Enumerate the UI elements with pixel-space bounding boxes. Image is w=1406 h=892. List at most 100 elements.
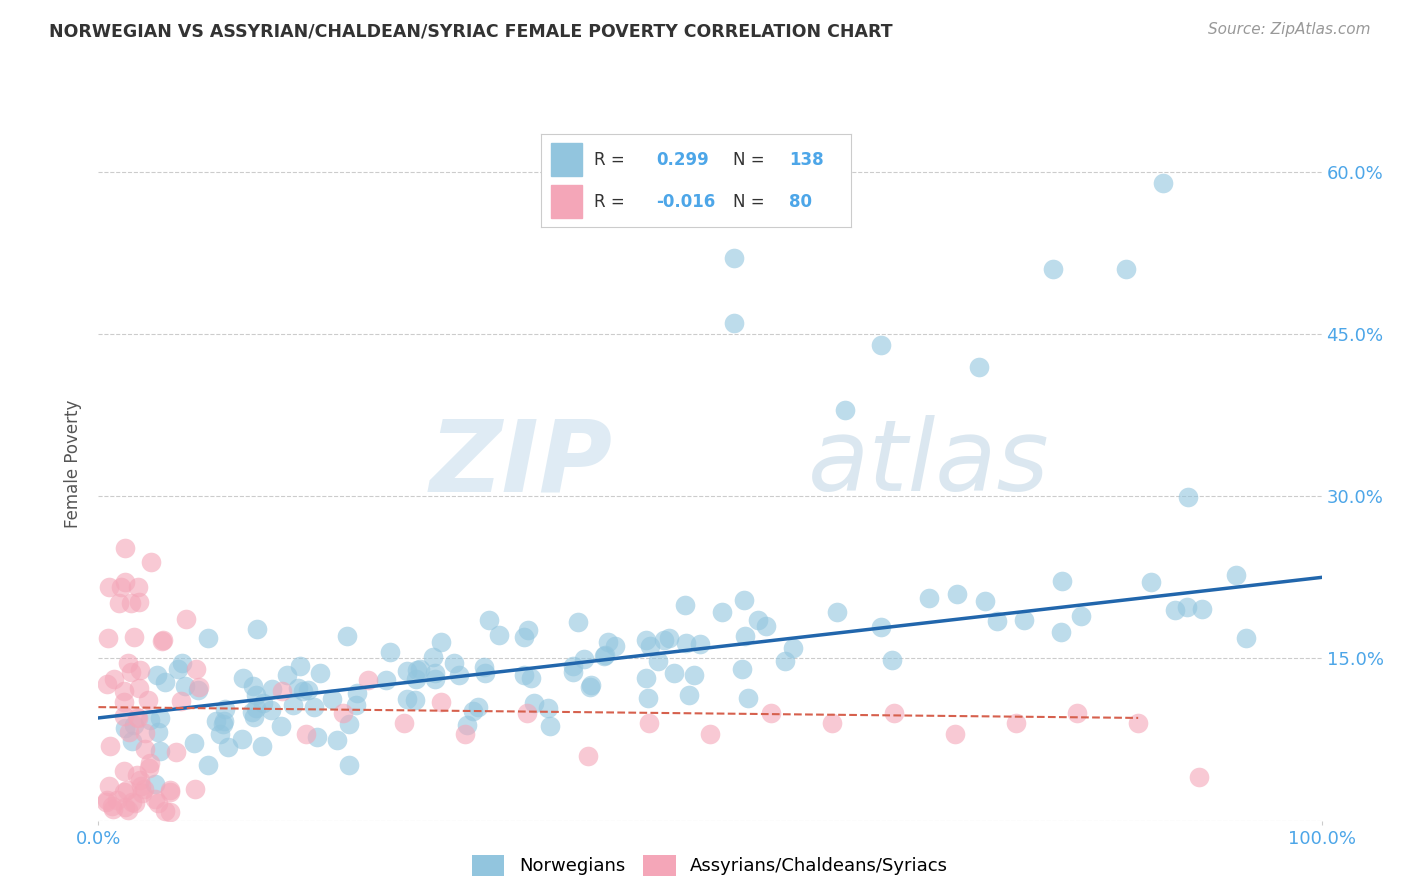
- Point: [396, 692, 419, 706]
- Point: [456, 718, 478, 732]
- Point: [1004, 716, 1026, 731]
- Point: [344, 698, 367, 713]
- Point: [173, 679, 195, 693]
- Point: [761, 706, 783, 720]
- Point: [270, 684, 294, 698]
- Point: [110, 580, 132, 594]
- Point: [605, 639, 627, 653]
- Point: [212, 714, 235, 728]
- Point: [183, 781, 205, 796]
- Y-axis label: Female Poverty: Female Poverty: [65, 400, 83, 528]
- Point: [336, 629, 359, 643]
- Point: [1191, 601, 1213, 615]
- Point: [138, 761, 160, 775]
- Point: [174, 612, 197, 626]
- Point: [723, 252, 745, 266]
- Point: [325, 733, 347, 747]
- Point: [449, 667, 471, 681]
- Point: [638, 716, 661, 731]
- Point: [1188, 771, 1211, 785]
- Text: R =: R =: [593, 193, 624, 211]
- Point: [664, 666, 686, 681]
- Text: 0.299: 0.299: [655, 151, 709, 169]
- Point: [834, 402, 856, 417]
- Point: [187, 683, 209, 698]
- Point: [1225, 567, 1247, 582]
- Point: [120, 665, 142, 679]
- Point: [918, 591, 941, 605]
- Point: [112, 708, 135, 723]
- Point: [128, 595, 150, 609]
- Point: [673, 598, 696, 612]
- Point: [1164, 602, 1187, 616]
- Point: [131, 786, 153, 800]
- Point: [423, 672, 446, 686]
- Point: [117, 725, 139, 739]
- Point: [205, 714, 228, 728]
- Point: [117, 657, 139, 671]
- Point: [292, 683, 315, 698]
- Point: [127, 711, 149, 725]
- Point: [276, 668, 298, 682]
- Point: [454, 727, 477, 741]
- Point: [1012, 613, 1035, 627]
- Point: [107, 596, 129, 610]
- Point: [675, 636, 697, 650]
- Bar: [551, 186, 582, 219]
- Point: [128, 663, 150, 677]
- Point: [134, 726, 156, 740]
- Point: [652, 632, 675, 647]
- Point: [463, 705, 485, 719]
- Point: [297, 683, 319, 698]
- Point: [159, 785, 181, 799]
- Point: [139, 714, 162, 728]
- Point: [288, 659, 311, 673]
- Point: [114, 721, 136, 735]
- Text: 138: 138: [789, 151, 824, 169]
- Point: [209, 726, 232, 740]
- Point: [124, 796, 146, 810]
- Point: [474, 660, 496, 674]
- Point: [561, 659, 583, 673]
- Point: [430, 634, 453, 648]
- Point: [520, 671, 543, 685]
- Point: [946, 587, 969, 601]
- Point: [187, 680, 209, 694]
- Point: [240, 705, 263, 719]
- Point: [105, 793, 128, 807]
- Point: [149, 710, 172, 724]
- Point: [114, 541, 136, 556]
- Point: [122, 718, 145, 732]
- Point: [1175, 599, 1198, 614]
- Point: [96, 677, 118, 691]
- Point: [103, 672, 125, 686]
- Point: [870, 338, 893, 352]
- Point: [132, 782, 155, 797]
- Point: [165, 746, 187, 760]
- Point: [246, 622, 269, 636]
- Text: NORWEGIAN VS ASSYRIAN/CHALDEAN/SYRIAC FEMALE POVERTY CORRELATION CHART: NORWEGIAN VS ASSYRIAN/CHALDEAN/SYRIAC FE…: [49, 22, 893, 40]
- Point: [637, 690, 659, 705]
- Point: [115, 783, 138, 797]
- Point: [678, 689, 700, 703]
- Point: [967, 359, 990, 374]
- Point: [183, 736, 205, 750]
- Point: [120, 596, 142, 610]
- Point: [146, 667, 169, 681]
- Bar: [551, 144, 582, 176]
- Point: [112, 695, 135, 709]
- Point: [1234, 631, 1257, 645]
- Point: [356, 673, 378, 687]
- Text: R =: R =: [593, 151, 624, 169]
- Point: [159, 783, 181, 797]
- Point: [103, 802, 125, 816]
- Point: [699, 727, 721, 741]
- Point: [252, 696, 274, 710]
- Point: [131, 779, 153, 793]
- Point: [395, 665, 418, 679]
- Point: [422, 649, 444, 664]
- Point: [287, 681, 309, 696]
- Point: [98, 739, 121, 753]
- Point: [295, 727, 318, 741]
- Point: [404, 693, 426, 707]
